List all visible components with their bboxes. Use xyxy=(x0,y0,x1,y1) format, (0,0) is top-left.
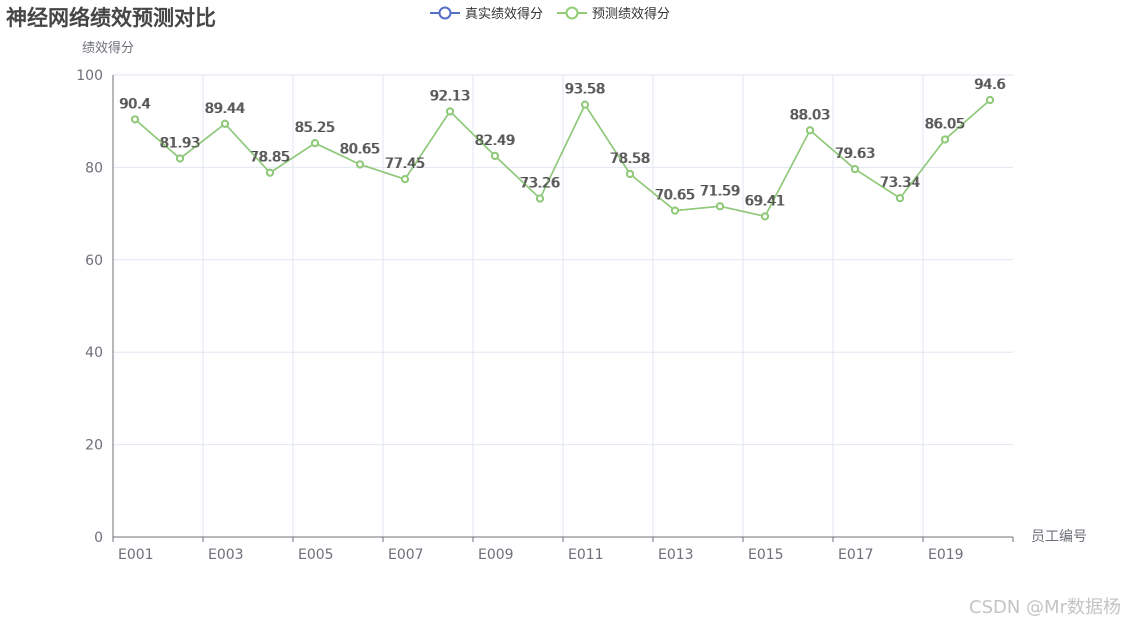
data-point xyxy=(626,169,634,178)
data-point xyxy=(446,107,454,116)
watermark: CSDN @Mr数据杨 xyxy=(969,597,1121,618)
data-point xyxy=(536,194,544,203)
data-point xyxy=(131,115,139,124)
data-label: 82.49 xyxy=(476,133,516,149)
x-tick-label: E017 xyxy=(838,547,874,563)
data-point xyxy=(401,175,409,184)
chart-title: 神经网络绩效预测对比 xyxy=(6,6,216,30)
data-label: 88.03 xyxy=(789,107,829,123)
data-label: 89.44 xyxy=(206,101,246,117)
data-point xyxy=(761,212,769,221)
x-tick-label: E003 xyxy=(208,547,244,563)
data-label: 77.45 xyxy=(384,156,424,172)
data-point xyxy=(311,139,319,148)
y-tick-label: 60 xyxy=(85,253,103,269)
series-line xyxy=(134,99,991,218)
data-label: 94.6 xyxy=(975,77,1006,93)
data-point xyxy=(806,126,814,135)
data-label: 80.65 xyxy=(341,141,381,157)
data-point xyxy=(851,165,859,174)
data-label: 90.4 xyxy=(120,96,151,112)
data-label: 86.05 xyxy=(926,116,966,132)
data-label: 78.58 xyxy=(609,151,649,167)
y-tick-label: 20 xyxy=(85,438,103,454)
data-point xyxy=(581,100,589,109)
data-label: 92.13 xyxy=(431,88,471,104)
x-tick-label: E007 xyxy=(388,547,424,563)
data-point xyxy=(941,135,949,144)
data-label: 73.26 xyxy=(521,176,561,192)
x-tick-label: E015 xyxy=(748,547,784,563)
data-label: 69.41 xyxy=(746,193,786,209)
data-label: 93.58 xyxy=(566,82,606,98)
y-tick-label: 40 xyxy=(85,345,103,361)
y-tick-label: 100 xyxy=(76,68,103,84)
data-label: 78.85 xyxy=(251,150,291,166)
legend: 真实绩效得分 预测绩效得分 xyxy=(430,3,670,22)
data-label: 79.63 xyxy=(836,146,876,162)
legend-label-predicted: 预测绩效得分 xyxy=(592,7,671,22)
data-label: 80.65 xyxy=(339,141,379,157)
data-label: 78.58 xyxy=(611,151,651,167)
data-label: 81.93 xyxy=(161,135,201,151)
legend-item-actual[interactable]: 真实绩效得分 xyxy=(430,3,543,22)
data-label: 86.05 xyxy=(924,116,964,132)
data-label: 79.63 xyxy=(834,146,874,162)
data-label: 92.13 xyxy=(429,88,469,104)
x-tick-label: E013 xyxy=(658,547,694,563)
data-point xyxy=(896,194,904,203)
x-tick-label: E009 xyxy=(478,547,514,563)
data-label: 73.34 xyxy=(879,175,919,191)
data-label: 81.93 xyxy=(159,135,199,151)
legend-swatch-predicted-icon xyxy=(557,6,588,19)
data-label: 85.25 xyxy=(296,120,336,136)
data-label: 94.6 xyxy=(974,77,1005,93)
data-label: 77.45 xyxy=(386,156,426,172)
data-point xyxy=(491,151,499,160)
data-label: 90.4 xyxy=(119,96,150,112)
legend-label-actual: 真实绩效得分 xyxy=(465,7,544,22)
data-point xyxy=(716,202,724,211)
y-tick-label: 0 xyxy=(94,530,103,546)
x-axis-label: 员工编号 xyxy=(1031,529,1087,545)
x-tick-label: E001 xyxy=(118,547,154,563)
data-point xyxy=(671,206,679,215)
y-tick-label: 80 xyxy=(85,160,103,176)
data-point xyxy=(356,160,364,169)
x-tick-label: E005 xyxy=(298,547,334,563)
data-label: 85.25 xyxy=(294,120,334,136)
data-label: 71.59 xyxy=(701,183,741,199)
data-label: 89.44 xyxy=(204,101,244,117)
x-tick-label: E011 xyxy=(568,547,604,563)
data-label: 70.65 xyxy=(654,188,694,204)
data-point xyxy=(176,154,184,163)
legend-item-predicted[interactable]: 预测绩效得分 xyxy=(557,3,670,22)
data-label: 70.65 xyxy=(656,188,696,204)
data-point xyxy=(221,119,229,128)
x-tick-label: E019 xyxy=(928,547,964,563)
data-label: 71.59 xyxy=(699,183,739,199)
data-point xyxy=(986,95,994,104)
data-label: 73.34 xyxy=(881,175,921,191)
data-label: 88.03 xyxy=(791,107,831,123)
legend-swatch-actual-icon xyxy=(430,6,460,19)
data-label: 93.58 xyxy=(564,82,604,98)
y-axis-label: 绩效得分 xyxy=(82,40,134,56)
data-point xyxy=(266,168,274,177)
